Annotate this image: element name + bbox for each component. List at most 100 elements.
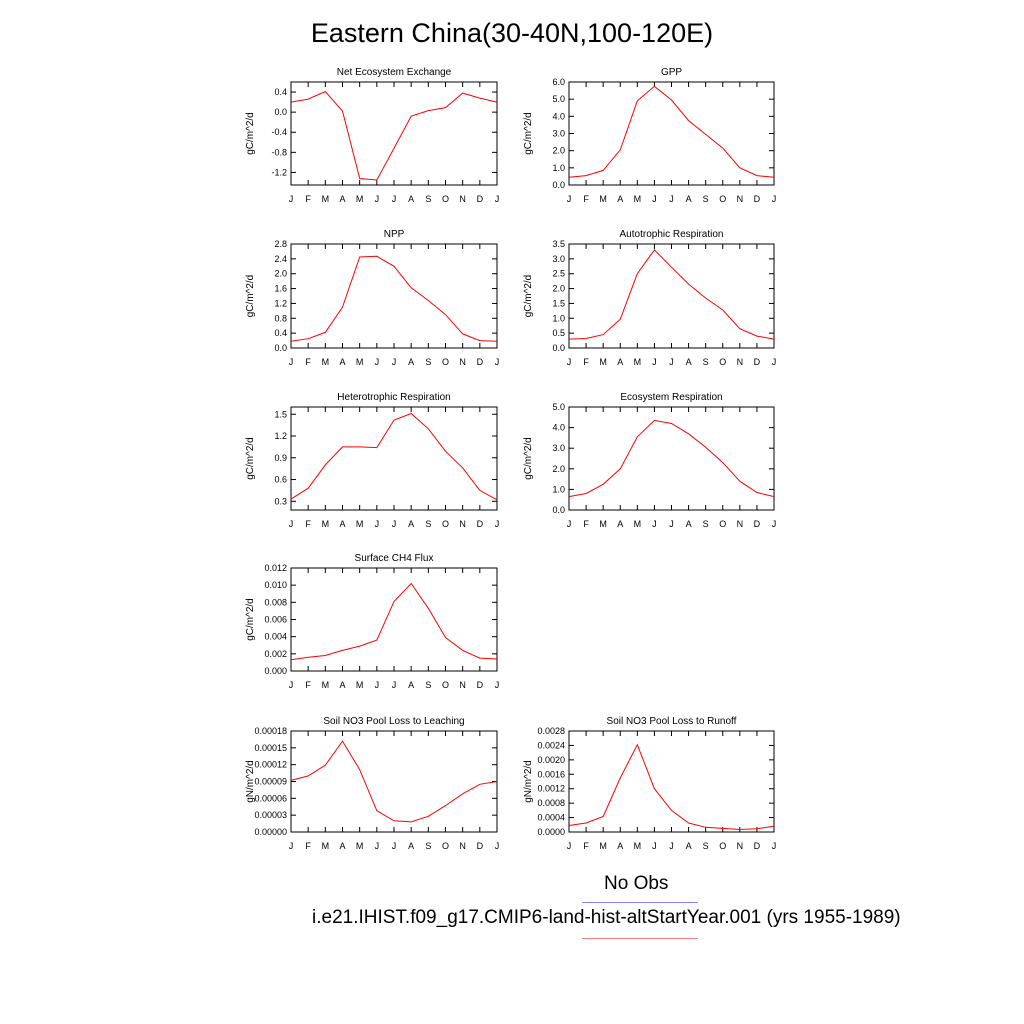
panel-6-xtick-label: F	[583, 519, 589, 529]
panel-4-xtick-label: S	[703, 357, 709, 367]
panel-6-ytick-label: 5.0	[552, 402, 565, 412]
panel-4-xtick-label: J	[652, 357, 657, 367]
panel-6-xtick-label: M	[634, 519, 642, 529]
panel-8-xtick-label: F	[305, 841, 311, 851]
panel-7-xtick-label: N	[459, 680, 466, 690]
panel-8-ytick-label: 0.00012	[254, 760, 287, 770]
panel-4-xtick-label: A	[617, 357, 623, 367]
panel-6-xtick-label: J	[772, 519, 777, 529]
panel-1-frame	[290, 81, 498, 186]
panel-7-xtick-label: F	[305, 680, 311, 690]
panel-1-xtick-label: A	[408, 194, 414, 204]
panel-3-ytick-label: 2.0	[274, 269, 287, 279]
panel-1-xtick-label: J	[392, 194, 397, 204]
panel-6-ytick-label: 4.0	[552, 423, 565, 433]
panel-3-frame	[290, 243, 498, 349]
panel-1-xtick-label: O	[442, 194, 449, 204]
panel-5-title: Heterotrophic Respiration	[337, 392, 450, 403]
panel-5-xtick-label: O	[442, 519, 449, 529]
panel-5-xtick-label: J	[392, 519, 397, 529]
panel-7-ytick-label: 0.004	[264, 632, 287, 642]
panel-5-series-line	[290, 412, 498, 501]
panel-4-ytick-label: 3.5	[552, 239, 565, 249]
panel-5-xtick-label: J	[375, 519, 380, 529]
panel-2-ytick-label: 6.0	[552, 77, 565, 87]
panel-9-xtick-label: M	[599, 841, 607, 851]
panel-4-ytick-label: 2.5	[552, 269, 565, 279]
panel-5-ytick-label: 0.9	[274, 453, 287, 463]
panel-2-ytick-label: 3.0	[552, 129, 565, 139]
panel-5-xtick-label: F	[305, 519, 311, 529]
panel-3-xtick-label: M	[356, 357, 364, 367]
panel-5-xtick-label: D	[477, 519, 484, 529]
panel-3-xtick-label: D	[477, 357, 484, 367]
panel-5-frame	[290, 406, 498, 511]
panel-6-frame	[568, 406, 775, 511]
panel-5-xtick-label: A	[408, 519, 414, 529]
panel-9-xtick-label: A	[686, 841, 692, 851]
panel-4-xtick-label: O	[719, 357, 726, 367]
panel-8-xtick-label: M	[322, 841, 330, 851]
panel-6-xtick-label: A	[617, 519, 623, 529]
panel-6-ytick-label: 2.0	[552, 464, 565, 474]
panel-5-ytick-label: 1.2	[274, 431, 287, 441]
panel-3-ytick-label: 0.4	[274, 328, 287, 338]
panel-1-xtick-label: S	[425, 194, 431, 204]
panel-2-xtick-label: J	[652, 194, 657, 204]
panel-3-xtick-label: S	[425, 357, 431, 367]
panel-3-series-line	[290, 255, 498, 342]
panel-4-xtick-label: M	[599, 357, 607, 367]
panel-5-ytick-label: 0.3	[274, 496, 287, 506]
panel-4-xtick-label: D	[754, 357, 761, 367]
panel-4-xtick-label: J	[772, 357, 777, 367]
panel-2-xtick-label: M	[634, 194, 642, 204]
panel-6-ytick-label: 1.0	[552, 484, 565, 494]
panel-9-ytick-label: 0.0008	[537, 798, 565, 808]
panel-9-frame	[568, 730, 775, 833]
panel-3-xtick-label: J	[392, 357, 397, 367]
panel-6-xtick-label: A	[686, 519, 692, 529]
panel-5-xtick-label: S	[425, 519, 431, 529]
panel-6-series-line	[568, 419, 775, 498]
panel-1-xtick-label: J	[375, 194, 380, 204]
panel-2-ytick-label: 2.0	[552, 146, 565, 156]
panel-9-ylabel: gN/m^2/d	[523, 760, 534, 803]
panel-8-frame	[290, 730, 498, 833]
panel-8-xtick-label: N	[459, 841, 466, 851]
panel-9-ytick-label: 0.0024	[537, 740, 565, 750]
panel-3-xtick-label: J	[375, 357, 380, 367]
panel-9-ytick-label: 0.0004	[537, 813, 565, 823]
panel-2-xtick-label: A	[686, 194, 692, 204]
panel-3-xtick-label: O	[442, 357, 449, 367]
panel-1-xtick-label: J	[495, 194, 500, 204]
panel-2-xtick-label: S	[703, 194, 709, 204]
panel-1-title: Net Ecosystem Exchange	[337, 67, 452, 78]
panel-8-ytick-label: 0.00009	[254, 777, 287, 787]
panel-9-title: Soil NO3 Pool Loss to Runoff	[607, 716, 737, 727]
panel-5-ylabel: gC/m^2/d	[245, 437, 256, 480]
panel-2-ytick-label: 1.0	[552, 163, 565, 173]
panel-8-ytick-label: 0.00018	[254, 726, 287, 736]
panel-8-title: Soil NO3 Pool Loss to Leaching	[323, 716, 464, 727]
panel-1-ytick-label: -0.4	[271, 127, 287, 137]
panel-4-ytick-label: 1.0	[552, 313, 565, 323]
panel-4-title: Autotrophic Respiration	[620, 229, 724, 240]
panel-1-ytick-label: -0.8	[271, 147, 287, 157]
panel-6-ytick-label: 0.0	[552, 505, 565, 515]
panel-3-ylabel: gC/m^2/d	[245, 275, 256, 318]
panel-8-ytick-label: 0.00003	[254, 810, 287, 820]
panel-8-xtick-label: M	[356, 841, 364, 851]
panel-3-ytick-label: 1.6	[274, 284, 287, 294]
panel-8-xtick-label: A	[339, 841, 345, 851]
panel-7-xtick-label: O	[442, 680, 449, 690]
panel-1-xtick-label: M	[356, 194, 364, 204]
panel-9-ytick-label: 0.0016	[537, 769, 565, 779]
panel-7-ytick-label: 0.000	[264, 666, 287, 676]
panel-2-ytick-label: 4.0	[552, 111, 565, 121]
panel-3-title: NPP	[384, 229, 405, 240]
panel-7-title: Surface CH4 Flux	[355, 553, 434, 564]
panel-8-xtick-label: O	[442, 841, 449, 851]
panel-3-xtick-label: J	[289, 357, 294, 367]
panel-7-ytick-label: 0.010	[264, 580, 287, 590]
panel-3-ytick-label: 0.0	[274, 343, 287, 353]
